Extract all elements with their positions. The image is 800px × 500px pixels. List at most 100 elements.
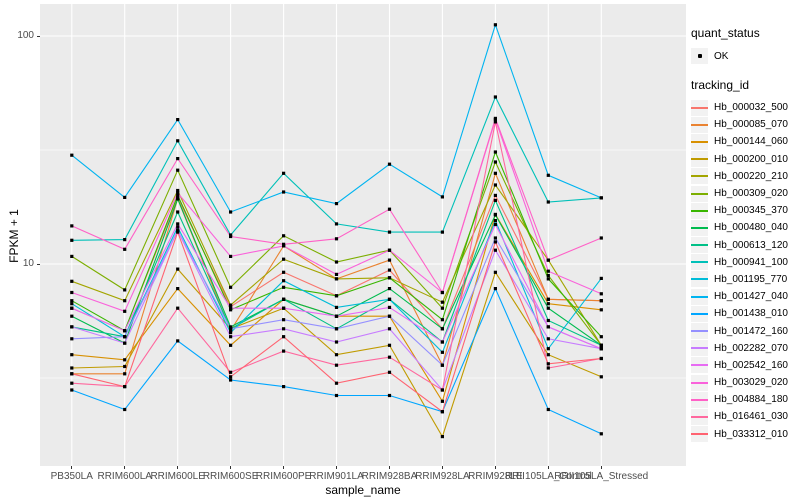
- data-point: [546, 306, 550, 310]
- line-swatch-icon: [691, 357, 708, 374]
- legend-item-Hb_001438_010: Hb_001438_010: [691, 305, 799, 322]
- data-point: [387, 343, 392, 347]
- legend-title-quant-status: quant_status: [691, 26, 760, 40]
- data-point: [176, 210, 180, 214]
- legend-item-label: Hb_001427_040: [714, 291, 788, 303]
- x-tick-label-RRIM600LE: RRIM600LE: [150, 471, 205, 482]
- data-point: [282, 349, 286, 353]
- legend-item-Hb_000144_060: Hb_000144_060: [691, 133, 799, 150]
- data-point: [176, 197, 180, 201]
- data-point: [599, 343, 603, 347]
- data-point: [229, 375, 233, 379]
- data-point: [440, 290, 444, 295]
- line-swatch-icon: [691, 185, 708, 202]
- data-point: [282, 306, 286, 310]
- x-tick-label-PB350LA: PB350LA: [50, 471, 93, 482]
- x-axis-title: sample_name: [325, 483, 401, 497]
- data-point: [493, 270, 497, 274]
- line-swatch-icon: [691, 219, 708, 236]
- data-point: [546, 302, 550, 306]
- x-tick-mark: [71, 466, 73, 469]
- data-point: [70, 366, 74, 370]
- y-tick-label: 10: [22, 258, 34, 269]
- data-point: [493, 120, 497, 124]
- legend-item-Hb_000941_100: Hb_000941_100: [691, 254, 799, 271]
- data-point: [176, 168, 180, 172]
- plot-canvas: [40, 4, 686, 466]
- legend-item-label: Hb_000085_070: [714, 119, 788, 131]
- data-point: [176, 139, 180, 143]
- data-point: [493, 171, 497, 175]
- data-point: [387, 287, 392, 291]
- data-point: [176, 267, 180, 271]
- data-point: [387, 370, 392, 374]
- data-point: [334, 305, 339, 309]
- data-point: [334, 393, 339, 398]
- data-point: [440, 306, 444, 310]
- data-point: [440, 388, 444, 392]
- data-point: [282, 297, 286, 301]
- legend-item-Hb_000613_120: Hb_000613_120: [691, 237, 799, 254]
- legend-item-Hb_000032_500: Hb_000032_500: [691, 99, 799, 116]
- data-point: [229, 303, 233, 307]
- line-swatch-icon: [691, 323, 708, 340]
- data-point: [229, 285, 233, 289]
- data-point: [70, 224, 74, 228]
- x-tick-mark: [230, 466, 232, 469]
- data-point: [546, 353, 550, 357]
- data-point: [599, 196, 603, 200]
- x-tick-mark: [283, 466, 285, 469]
- x-tick-mark: [388, 466, 390, 469]
- data-point: [387, 393, 392, 398]
- data-point: [387, 327, 392, 331]
- data-point: [387, 258, 392, 262]
- x-tick-label-RRIM600SE: RRIM600SE: [202, 471, 259, 482]
- line-swatch-icon: [691, 374, 708, 391]
- line-swatch-icon: [691, 305, 708, 322]
- data-point: [176, 225, 180, 229]
- data-point: [282, 335, 286, 339]
- data-point: [123, 309, 127, 313]
- data-point: [176, 230, 180, 234]
- legend: quant_status OK tracking_id Hb_000032_50…: [691, 26, 799, 443]
- data-point: [387, 268, 392, 272]
- data-point: [440, 363, 444, 367]
- legend-item-Hb_000085_070: Hb_000085_070: [691, 116, 799, 133]
- legend-item-label: OK: [714, 50, 729, 62]
- legend-item-Hb_000480_040: Hb_000480_040: [691, 219, 799, 236]
- data-point: [334, 381, 339, 385]
- legend-item-label: Hb_000941_100: [714, 256, 788, 268]
- legend-item-Hb_000309_020: Hb_000309_020: [691, 185, 799, 202]
- data-point: [440, 318, 444, 322]
- data-point: [123, 335, 127, 339]
- data-point: [599, 292, 603, 296]
- data-point: [546, 362, 550, 366]
- data-point: [282, 190, 286, 194]
- data-point: [546, 325, 550, 329]
- data-point: [440, 399, 444, 403]
- data-point: [70, 325, 74, 329]
- data-point: [334, 202, 339, 206]
- data-point: [282, 318, 286, 322]
- data-point: [123, 288, 127, 292]
- line-swatch-icon: [691, 133, 708, 150]
- data-point: [176, 306, 180, 310]
- line-swatch-icon: [691, 288, 708, 305]
- legend-item-label: Hb_000345_370: [714, 205, 788, 217]
- data-point: [546, 366, 550, 370]
- y-tick-label: 100: [17, 30, 34, 41]
- x-tick-label-RRII105LA_Stressed: RRII105LA_Stressed: [554, 471, 649, 482]
- data-point: [70, 153, 74, 157]
- data-point: [440, 340, 444, 344]
- data-point: [229, 325, 233, 329]
- data-point: [546, 297, 550, 301]
- data-point: [493, 219, 497, 223]
- data-point: [493, 236, 497, 240]
- data-point: [70, 337, 74, 341]
- legend-item-label: Hb_016461_030: [714, 411, 788, 423]
- data-point: [229, 335, 233, 339]
- data-point: [493, 198, 497, 202]
- line-swatch-icon: [691, 202, 708, 219]
- legend-item-Hb_000200_010: Hb_000200_010: [691, 151, 799, 168]
